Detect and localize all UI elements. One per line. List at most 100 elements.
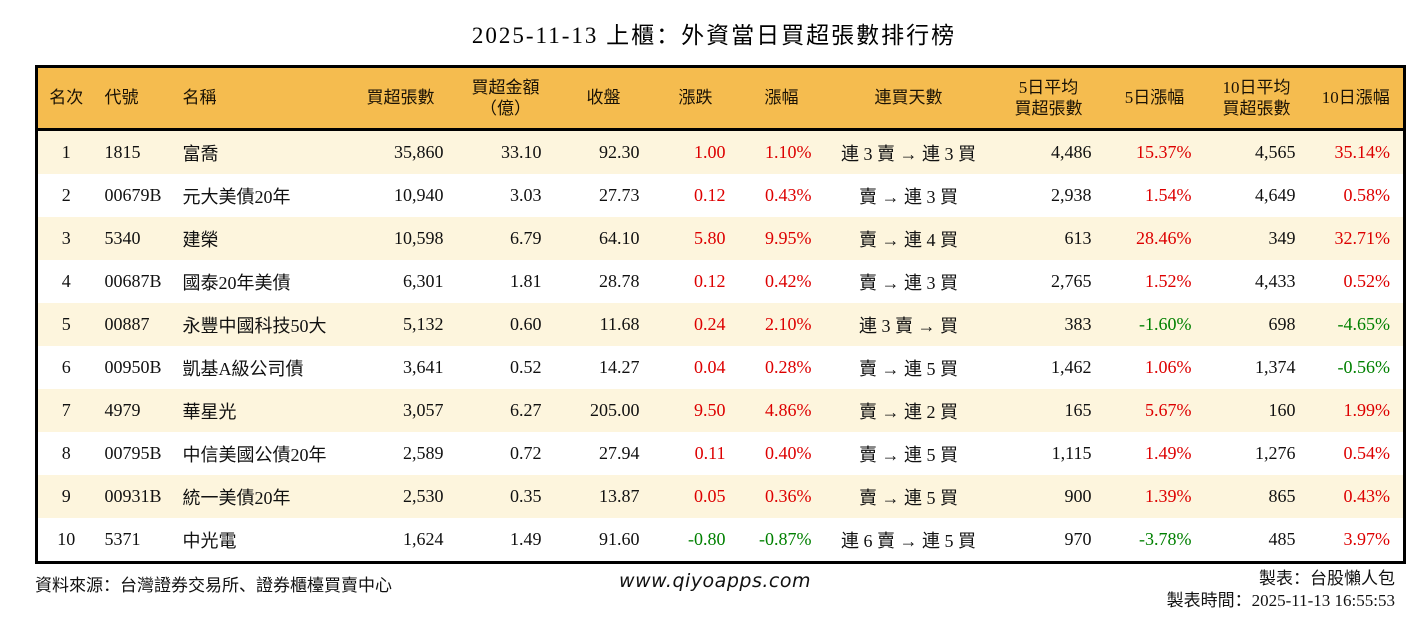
col-header-streak: 連買天數 — [824, 66, 993, 131]
cell-change: 0.05 — [694, 486, 726, 506]
header-row: 名次 代號 名稱 買超張數 買超金額 （億） 收盤 漲跌 漲幅 連買天數 5日平均 買超張數 5日漲… — [36, 66, 1405, 131]
maker-label: 製表：台股懶人包 — [1259, 569, 1395, 588]
cell-close: 11.68 — [599, 314, 640, 334]
cell-close: 91.60 — [599, 529, 640, 549]
cell-avg10: 485 — [1268, 529, 1296, 549]
cell-pct10: 0.52% — [1343, 271, 1391, 291]
cell-avg5: 900 — [1064, 486, 1092, 506]
cell-change_pct: 1.10% — [765, 142, 812, 162]
cell-close: 205.00 — [590, 400, 640, 420]
cell-rank: 2 — [61, 185, 71, 205]
cell-streak: 賣 → 連 5 買 — [859, 358, 958, 379]
table-row: 2 00679B 元大美債20年 10,940 3.03 27.73 0.12 0.43% 賣 … — [36, 174, 1405, 217]
cell-amount: 6.27 — [510, 400, 542, 420]
cell-pct10: 35.14% — [1334, 142, 1391, 162]
cell-pct10: 0.43% — [1343, 486, 1391, 506]
cell-avg10: 4,433 — [1255, 271, 1296, 291]
cell-rank: 1 — [61, 142, 71, 162]
cell-name: 建榮 — [182, 229, 219, 250]
col-header-pct10: 10日漲幅 — [1308, 66, 1405, 131]
cell-pct10: -4.65% — [1337, 314, 1391, 334]
cell-amount: 6.79 — [510, 228, 542, 248]
cell-rank: 8 — [61, 443, 71, 463]
table-row: 3 5340 建榮 10,598 6.79 64.10 5.80 9.95% 賣 → 連 4 買… — [36, 217, 1405, 260]
cell-name: 富喬 — [182, 143, 219, 164]
cell-amount: 33.10 — [501, 142, 542, 162]
cell-close: 14.27 — [599, 357, 640, 377]
cell-net_buy: 2,530 — [403, 486, 444, 506]
cell-code: 4979 — [104, 400, 141, 420]
cell-code: 00795B — [104, 443, 162, 463]
cell-pct5: 1.54% — [1145, 185, 1192, 205]
cell-close: 92.30 — [599, 142, 640, 162]
col-header-avg10: 10日平均 買超張數 — [1204, 66, 1309, 131]
cell-avg5: 2,765 — [1051, 271, 1092, 291]
cell-close: 28.78 — [599, 271, 640, 291]
table-row: 1 1815 富喬 35,860 33.10 92.30 1.00 1.10% 連 3 賣 → … — [36, 129, 1405, 174]
cell-close: 64.10 — [599, 228, 640, 248]
cell-code: 1815 — [104, 142, 141, 162]
col-header-avg5: 5日平均 買超張數 — [992, 66, 1105, 131]
cell-change_pct: 0.43% — [765, 185, 812, 205]
cell-net_buy: 10,598 — [394, 228, 444, 248]
cell-change: 0.11 — [694, 443, 726, 463]
cell-name: 中信美國公債20年 — [182, 444, 327, 465]
cell-streak: 賣 → 連 5 買 — [859, 487, 958, 508]
table-row: 4 00687B 國泰20年美債 6,301 1.81 28.78 0.12 0.42% 賣 →… — [36, 260, 1405, 303]
cell-avg5: 383 — [1064, 314, 1092, 334]
cell-amount: 0.60 — [510, 314, 542, 334]
table-row: 10 5371 中光電 1,624 1.49 91.60 -0.80 -0.87% 連 6 賣 … — [36, 518, 1405, 563]
cell-net_buy: 10,940 — [394, 185, 444, 205]
cell-rank: 6 — [61, 357, 71, 377]
table-body: 1 1815 富喬 35,860 33.10 92.30 1.00 1.10% 連 3 賣 → … — [36, 129, 1405, 563]
data-source-label: 資料來源：台灣證券交易所、證券櫃檯買賣中心 — [35, 576, 392, 595]
cell-pct5: 1.39% — [1145, 486, 1192, 506]
cell-code: 00950B — [104, 357, 162, 377]
cell-rank: 10 — [57, 529, 76, 549]
cell-code: 00931B — [104, 486, 162, 506]
cell-pct10: 3.97% — [1343, 529, 1391, 549]
cell-name: 元大美債20年 — [182, 186, 291, 207]
cell-streak: 賣 → 連 5 買 — [859, 444, 958, 465]
cell-amount: 0.52 — [510, 357, 542, 377]
cell-net_buy: 35,860 — [394, 142, 444, 162]
cell-pct5: -1.60% — [1139, 314, 1192, 334]
cell-rank: 4 — [61, 271, 71, 291]
cell-pct10: -0.56% — [1337, 357, 1391, 377]
cell-streak: 連 3 賣 → 買 — [859, 315, 958, 336]
col-header-change: 漲跌 — [652, 66, 739, 131]
cell-pct5: -3.78% — [1139, 529, 1192, 549]
cell-avg5: 165 — [1064, 400, 1092, 420]
cell-avg10: 1,276 — [1255, 443, 1296, 463]
cell-net_buy: 3,057 — [403, 400, 444, 420]
cell-change: 0.12 — [694, 271, 726, 291]
col-header-amount: 買超金額 （億） — [456, 66, 555, 131]
cell-change: 1.00 — [694, 142, 726, 162]
cell-close: 13.87 — [599, 486, 640, 506]
cell-name: 華星光 — [182, 401, 237, 422]
col-header-rank: 名次 — [36, 66, 95, 131]
cell-amount: 1.81 — [510, 271, 542, 291]
cell-amount: 0.35 — [510, 486, 542, 506]
cell-rank: 3 — [61, 228, 71, 248]
cell-code: 00887 — [104, 314, 150, 334]
cell-net_buy: 1,624 — [403, 529, 444, 549]
cell-amount: 0.72 — [510, 443, 542, 463]
cell-pct10: 1.99% — [1343, 400, 1391, 420]
cell-avg5: 4,486 — [1051, 142, 1092, 162]
cell-avg5: 2,938 — [1051, 185, 1092, 205]
cell-change_pct: 0.36% — [765, 486, 812, 506]
cell-net_buy: 6,301 — [403, 271, 444, 291]
col-header-net_buy: 買超張數 — [344, 66, 457, 131]
cell-pct5: 1.06% — [1145, 357, 1192, 377]
table-row: 8 00795B 中信美國公債20年 2,589 0.72 27.94 0.11 0.40% 賣… — [36, 432, 1405, 475]
cell-avg10: 349 — [1268, 228, 1296, 248]
cell-change_pct: 0.28% — [765, 357, 812, 377]
cell-change_pct: 0.40% — [765, 443, 812, 463]
cell-change_pct: 0.42% — [765, 271, 812, 291]
cell-avg5: 1,462 — [1051, 357, 1092, 377]
cell-avg10: 4,649 — [1255, 185, 1296, 205]
ranking-table: 名次 代號 名稱 買超張數 買超金額 （億） 收盤 漲跌 漲幅 連買天數 5日平均 買超張數 5日漲… — [35, 65, 1406, 564]
cell-streak: 連 3 賣 → 連 3 買 — [841, 143, 976, 164]
cell-change_pct: -0.87% — [759, 529, 812, 549]
